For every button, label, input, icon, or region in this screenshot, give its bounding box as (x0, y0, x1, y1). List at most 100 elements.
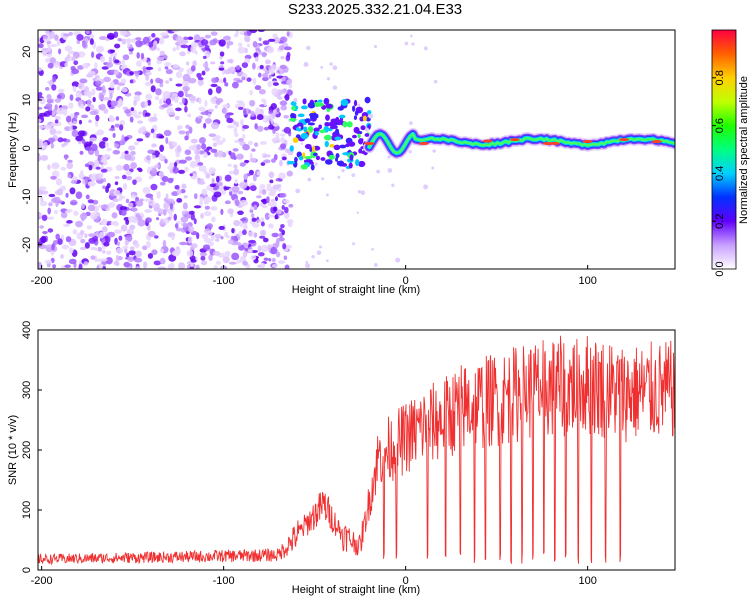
spectrogram-noise-blob (201, 70, 206, 76)
spectrogram-noise-blob (262, 67, 267, 72)
spectrogram-noise-blob (210, 122, 220, 130)
spectrogram-noise-blob (46, 93, 52, 100)
spectrogram-noise-blob (171, 250, 180, 257)
spectrogram-transition-blob (328, 121, 336, 128)
colorbar-tick-label: 0.0 (714, 261, 726, 276)
spectrogram-noise-blob (242, 125, 250, 129)
spectrogram-noise-blob (276, 96, 283, 100)
spectrogram-noise-blob (86, 225, 92, 230)
spectrogram-transition-blob (316, 102, 324, 107)
spectrogram-noise-blob (241, 133, 246, 140)
spectrogram-noise-blob (106, 147, 112, 152)
spectrogram-noise-blob (70, 180, 77, 184)
spectrogram-noise-blob (254, 56, 259, 62)
spectrogram-noise-blob (79, 213, 88, 220)
spectrogram-noise-blob (167, 263, 173, 269)
spectrogram-sparse-blob (376, 169, 380, 174)
spectrogram-noise-blob (193, 205, 202, 209)
spectrogram-peak-blob (482, 139, 493, 143)
spectrogram-noise-blob (279, 64, 287, 70)
spectrogram-noise-blob (120, 78, 127, 84)
spectrogram-noise-blob (280, 143, 287, 150)
colorbar-gradient (711, 29, 737, 270)
spectrogram-noise-blob (158, 171, 165, 176)
spectrogram-noise-blob (203, 200, 209, 205)
spectrogram-sparse-blob (311, 254, 315, 259)
spectrogram-noise-blob (81, 40, 87, 48)
colorbar-tick-label: 0.2 (714, 214, 726, 229)
spectrogram-noise-blob (249, 116, 257, 120)
spectrogram-transition-blob (362, 115, 367, 122)
spectrogram-noise-blob (80, 169, 84, 176)
spectrogram-noise-blob (249, 209, 254, 213)
spectrogram-noise-blob (113, 69, 120, 76)
spectrogram-noise-blob (95, 86, 103, 91)
spectrogram-transition-blob (289, 145, 294, 152)
spectrogram-noise-blob (279, 133, 286, 137)
spectrogram-noise-blob (68, 102, 74, 109)
spectrogram-noise-blob (197, 76, 204, 81)
spectrogram-transition-blob (320, 157, 326, 161)
spectrogram-noise-blob (223, 77, 227, 83)
spectrogram-noise-blob (260, 262, 266, 269)
spectrogram-noise-blob (258, 188, 262, 196)
spectrogram-noise-blob (188, 95, 197, 102)
spectrogram-noise-blob (272, 128, 276, 135)
spectrogram-noise-blob (65, 139, 71, 143)
spectrogram-noise-blob (94, 247, 99, 251)
spectrogram-noise-blob (61, 244, 69, 250)
spectrogram-noise-blob (51, 110, 55, 116)
spectrogram-noise-blob (91, 143, 98, 152)
spectrogram-noise-blob (134, 176, 143, 183)
spectrogram-noise-blob (154, 164, 160, 169)
spectrogram-noise-blob (55, 178, 63, 186)
spectrogram-noise-blob (174, 115, 180, 121)
spectrogram-noise-blob (234, 199, 240, 207)
spectrogram-noise-blob (139, 198, 144, 202)
spectrogram-peak-blob (364, 141, 375, 145)
spectrogram-noise-blob (142, 261, 148, 269)
spectrogram-noise-blob (240, 217, 247, 222)
spectrogram-noise-blob (180, 216, 189, 223)
spectrogram-noise-blob (205, 172, 211, 179)
spectrogram-noise-blob (47, 44, 51, 53)
spectrogram-noise-blob (197, 162, 204, 166)
spectrogram-noise-blob (94, 119, 99, 127)
spectrogram-noise-blob (187, 236, 193, 244)
spectrogram-noise-blob (203, 122, 207, 129)
spectrogram-transition-blob (348, 141, 356, 147)
spectrogram-noise-blob (39, 200, 48, 207)
spectrogram-noise-blob (113, 189, 121, 197)
spectrogram-transition-blob (319, 129, 326, 134)
spectrogram-sparse-blob (337, 175, 341, 179)
spectrogram-transition-blob (364, 96, 371, 104)
spectrogram-transition-blob (346, 121, 353, 128)
spectrogram-noise-blob (134, 242, 140, 249)
spectrogram-noise-blob (96, 129, 105, 136)
spectrogram-noise-blob (274, 196, 278, 202)
spectrogram-noise-blob (118, 235, 123, 241)
spectrogram-noise-blob (258, 37, 262, 42)
spectrogram-noise-blob (161, 175, 169, 183)
spectrogram-noise-blob (115, 247, 124, 254)
spectrogram-noise-blob (101, 218, 108, 226)
spectrogram-noise-blob (87, 199, 94, 204)
spectrogram-noise-blob (119, 206, 128, 211)
spectrogram-noise-blob (109, 81, 115, 89)
spectrogram-noise-blob (246, 77, 252, 82)
spectrogram-noise-blob (120, 65, 126, 70)
spectrogram-transition-blob (354, 110, 359, 116)
spectrogram-noise-blob (279, 192, 287, 198)
spectrogram-noise-blob (115, 116, 120, 121)
spectrogram-noise-blob (111, 212, 118, 219)
spectrogram-noise-blob (182, 202, 188, 210)
spectrogram-noise-blob (84, 233, 88, 239)
spectrogram-noise-blob (51, 162, 60, 170)
spectrogram-transition-blob (307, 101, 316, 109)
spectrogram-noise-blob (147, 252, 154, 259)
spectrogram-noise-blob (41, 214, 48, 221)
spectrogram-noise-blob (224, 113, 231, 119)
spectrogram-noise-blob (269, 200, 277, 208)
spectrogram-noise-blob (185, 124, 190, 129)
